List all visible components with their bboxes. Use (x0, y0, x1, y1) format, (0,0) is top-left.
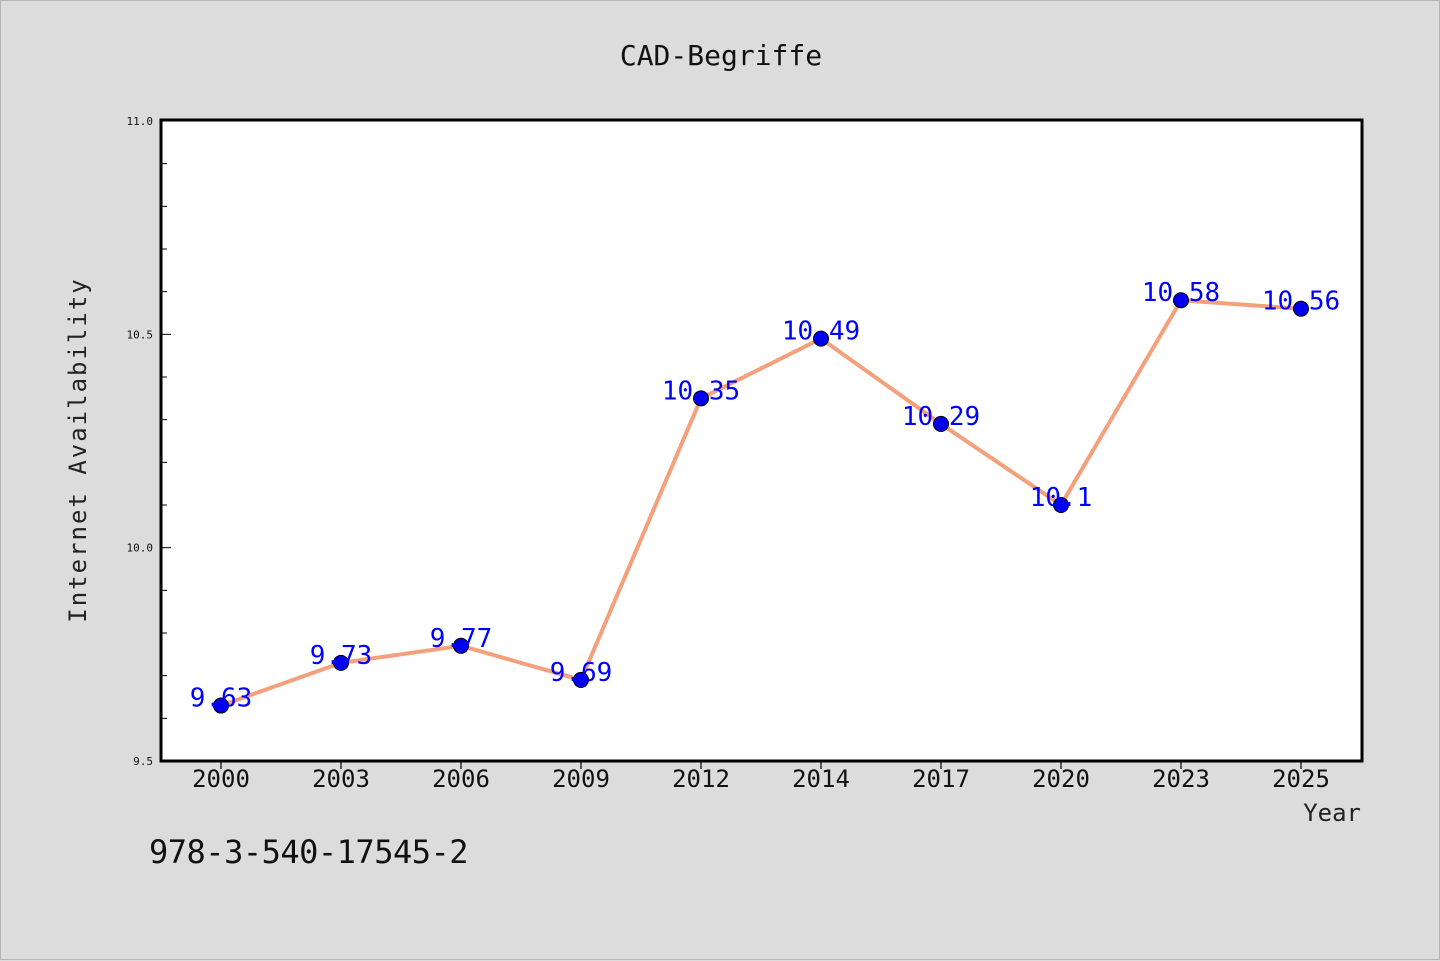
data-label: 10.1 (1030, 483, 1093, 513)
x-tick-label: 2023 (1152, 765, 1210, 793)
data-point (1173, 292, 1189, 309)
data-label: 10.58 (1142, 278, 1220, 308)
data-point (573, 671, 589, 688)
y-tick-label: 10.5 (127, 328, 154, 341)
x-tick-label: 2003 (312, 765, 370, 793)
data-point (333, 654, 349, 671)
x-tick-label: 2017 (912, 765, 970, 793)
chart-title: CAD-Begriffe (620, 39, 822, 72)
data-label: 10.29 (902, 402, 980, 432)
data-label: 9.69 (550, 658, 613, 688)
y-axis-label: Internet Availability (64, 277, 92, 622)
data-point (933, 415, 949, 432)
y-tick-label: 11.0 (127, 115, 154, 128)
series-group (213, 292, 1309, 714)
x-tick-label: 2009 (552, 765, 610, 793)
series-line (220, 298, 1302, 708)
data-point (693, 390, 709, 407)
x-axis-label: Year (1303, 799, 1361, 827)
data-point (813, 330, 829, 347)
isbn-text: 978-3-540-17545-2 (149, 833, 469, 871)
x-tick-label: 2006 (432, 765, 490, 793)
y-tick-label: 9.5 (133, 755, 153, 768)
y-axis-ticks: 9.5 10.0 10.5 11.0 (127, 115, 171, 768)
data-point (1053, 497, 1069, 513)
data-label: 9.73 (310, 641, 373, 671)
x-tick-label: 2014 (792, 765, 850, 793)
data-label: 10.35 (662, 376, 740, 406)
data-label: 10.49 (782, 317, 860, 347)
data-label: 9.77 (430, 624, 493, 654)
x-tick-label: 2012 (672, 765, 730, 793)
x-axis-ticks: 2000 2003 2006 2009 2012 2014 2017 2020 2023 2025 (192, 761, 1330, 793)
x-tick-label: 2000 (192, 765, 250, 793)
x-tick-label: 2025 (1272, 765, 1330, 793)
data-label: 10.56 (1262, 287, 1340, 317)
plot-area (159, 118, 1364, 763)
data-point (1293, 300, 1309, 317)
y-tick-label: 10.0 (127, 542, 154, 555)
data-point (213, 697, 229, 714)
x-tick-label: 2020 (1032, 765, 1090, 793)
data-point (453, 637, 469, 654)
data-labels-group: 9.63 9.73 9.77 9.69 10.35 10.49 10.29 10.1 10.58… (190, 278, 1340, 713)
data-label: 9.63 (190, 684, 253, 714)
